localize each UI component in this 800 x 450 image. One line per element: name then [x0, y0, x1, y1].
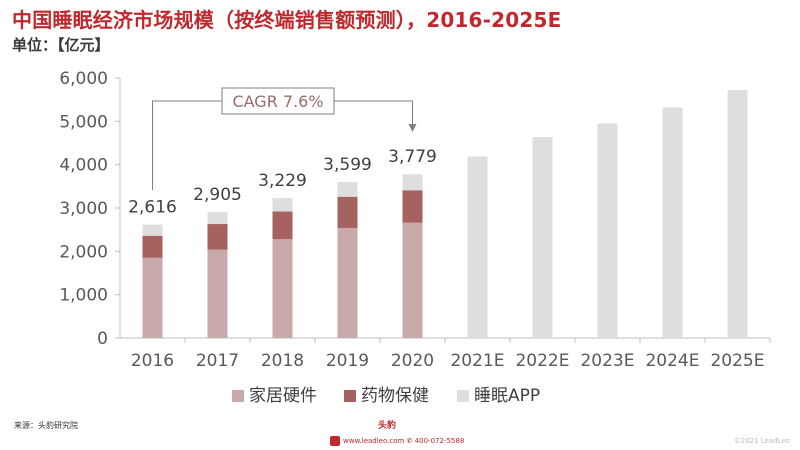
bar-药物保健-2017: [207, 224, 228, 250]
x-tick-label: 2016: [131, 351, 174, 371]
bar-睡眠APP-2020: [402, 174, 423, 191]
y-tick-label: 4,000: [59, 156, 108, 176]
y-tick-label: 5,000: [59, 112, 108, 132]
bar-药物保健-2016: [142, 235, 163, 258]
data-label-total: 3,229: [258, 171, 307, 191]
cagr-label: CAGR 7.6%: [232, 92, 323, 111]
x-tick-label: 2017: [196, 351, 239, 371]
x-tick-label: 2018: [261, 351, 304, 371]
legend-label-睡眠APP: 睡眠APP: [474, 386, 540, 406]
bar-睡眠APP-2025E: [727, 90, 748, 338]
legend-swatch-睡眠APP: [457, 390, 469, 402]
y-tick-label: 0: [97, 329, 108, 349]
cagr-bracket-right: [334, 100, 413, 126]
data-label-total: 3,599: [323, 155, 372, 175]
bar-家居硬件-2017: [207, 249, 228, 338]
legend-label-药物保健: 药物保健: [361, 386, 429, 406]
unit-label: 单位：【亿元】: [12, 36, 110, 54]
cagr-arrowhead: [408, 124, 417, 132]
bar-睡眠APP-2024E: [662, 107, 683, 338]
bar-睡眠APP-2023E: [597, 123, 618, 338]
y-tick-label: 3,000: [59, 199, 108, 219]
bar-睡眠APP-2021E: [467, 156, 488, 338]
x-tick-label: 2022E: [515, 351, 569, 371]
legend-swatch-家居硬件: [232, 390, 244, 402]
data-label-total: 3,779: [388, 147, 437, 167]
x-tick-label: 2023E: [580, 351, 634, 371]
bar-药物保健-2018: [272, 211, 293, 240]
footer-website: www.leadleo.com: [343, 437, 405, 445]
x-tick-label: 2024E: [645, 351, 699, 371]
chart-title: 中国睡眠经济市场规模（按终端销售额预测），2016-2025E: [12, 8, 562, 32]
data-label-total: 2,616: [128, 198, 177, 218]
leadleo-logo-icon: [330, 436, 340, 446]
legend-swatch-药物保健: [344, 390, 356, 402]
bar-家居硬件-2016: [142, 257, 163, 338]
bar-药物保健-2019: [337, 196, 358, 228]
bar-家居硬件-2020: [402, 222, 423, 338]
copyright-text: ©2021 LeadLeo: [733, 437, 790, 445]
bar-药物保健-2020: [402, 190, 423, 223]
brand-logo: 头豹: [378, 421, 397, 431]
bar-睡眠APP-2019: [337, 182, 358, 197]
bar-睡眠APP-2017: [207, 212, 228, 225]
data-label-total: 2,905: [193, 185, 242, 205]
footer-contact: www.leadleo.com ✆ 400-072-5588: [330, 436, 464, 446]
legend-label-家居硬件: 家居硬件: [249, 386, 317, 406]
x-tick-label: 2020: [391, 351, 434, 371]
y-tick-label: 6,000: [59, 69, 108, 89]
footer-phone: 400-072-5588: [414, 437, 465, 445]
x-tick-label: 2019: [326, 351, 369, 371]
bar-睡眠APP-2016: [142, 224, 163, 236]
bar-睡眠APP-2022E: [532, 136, 553, 338]
source-note: 来源：头豹研究院: [14, 421, 78, 430]
phone-icon: ✆: [406, 437, 413, 445]
cagr-box: [221, 87, 335, 115]
y-tick-label: 2,000: [59, 242, 108, 262]
x-tick-label: 2021E: [450, 351, 504, 371]
bar-家居硬件-2018: [272, 239, 293, 338]
cagr-bracket-left: [152, 100, 222, 190]
bar-睡眠APP-2018: [272, 198, 293, 212]
x-tick-label: 2025E: [710, 351, 764, 371]
y-tick-label: 1,000: [59, 286, 108, 306]
bar-家居硬件-2019: [337, 227, 358, 338]
